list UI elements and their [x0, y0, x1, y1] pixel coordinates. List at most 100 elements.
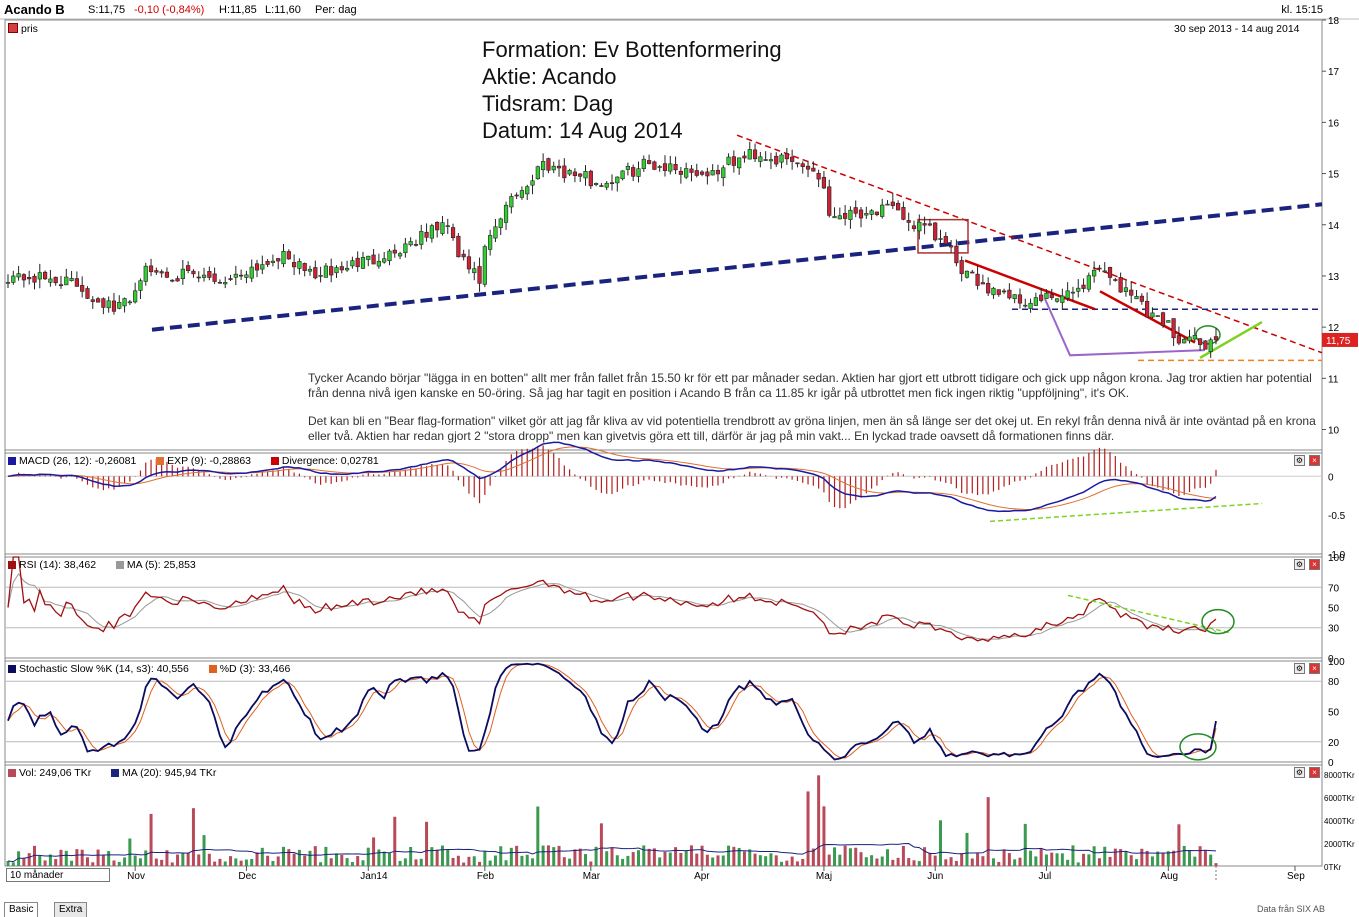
- candle: [196, 276, 201, 279]
- volume-bar: [605, 851, 609, 866]
- price-tick-label: 14: [1328, 221, 1340, 232]
- stoch-k-line: [7, 662, 1217, 761]
- candle: [58, 284, 64, 287]
- candle: [562, 165, 567, 179]
- volume-bar: [965, 832, 969, 866]
- volume-bar: [440, 845, 444, 866]
- candle: [747, 149, 752, 160]
- header-bar: Acando B S:11,75 -0,10 (-0,84%) H:11,85 …: [0, 0, 1359, 20]
- candle: [313, 267, 318, 279]
- candle: [424, 231, 429, 238]
- period-selector[interactable]: 10 månader: [6, 868, 110, 882]
- candle: [694, 170, 699, 176]
- volume-bar: [393, 816, 397, 866]
- volume-bar: [308, 850, 312, 866]
- candle: [85, 288, 90, 299]
- candle: [917, 221, 922, 232]
- candle: [350, 260, 355, 267]
- low-price: L:11,60: [265, 4, 301, 16]
- tab-basic[interactable]: Basic: [4, 902, 39, 917]
- volume-bar: [843, 845, 847, 866]
- rsi-close-icon[interactable]: ×: [1309, 559, 1320, 570]
- annotation-date: Datum: 14 Aug 2014: [482, 118, 683, 143]
- volume-bar: [658, 857, 662, 866]
- candle: [646, 160, 652, 164]
- volume-bar: [446, 849, 450, 866]
- volume-bar: [509, 847, 513, 866]
- candle: [763, 159, 768, 161]
- vol-settings-icon[interactable]: ⚙: [1294, 767, 1305, 778]
- candle: [1033, 297, 1038, 306]
- analysis-note: Tycker Acando börjar "lägga in en botten…: [308, 371, 1318, 457]
- candle: [323, 265, 328, 278]
- volume-bar: [679, 853, 683, 866]
- volume-bar: [1161, 852, 1165, 866]
- volume-bar: [838, 854, 842, 866]
- candle: [339, 266, 344, 271]
- candle: [911, 225, 917, 229]
- candle: [344, 267, 350, 271]
- volume-bar: [387, 853, 391, 866]
- volume-bar: [1071, 845, 1075, 866]
- volume-bar: [848, 848, 852, 866]
- macd-settings-icon[interactable]: ⚙: [1294, 455, 1305, 466]
- volume-bar: [981, 856, 985, 866]
- stoch-circle: [1179, 733, 1217, 761]
- volume-bar: [1039, 848, 1043, 866]
- volume-bar: [191, 808, 195, 866]
- candle: [858, 209, 864, 219]
- candle: [837, 215, 842, 220]
- candle: [604, 182, 609, 188]
- candle: [371, 254, 376, 265]
- volume-bar: [303, 855, 307, 866]
- price-tick-label: 15: [1328, 170, 1340, 181]
- volume-bar: [27, 853, 31, 866]
- volume-bar: [599, 823, 603, 866]
- volume-bar: [1182, 845, 1186, 866]
- candle: [1092, 269, 1097, 277]
- candle: [440, 222, 445, 234]
- volume-bar: [478, 861, 482, 866]
- volume-bar: [1087, 854, 1091, 866]
- candle: [853, 207, 858, 214]
- volume-bar: [753, 853, 757, 866]
- candle: [827, 186, 832, 216]
- stoch-close-icon[interactable]: ×: [1309, 663, 1320, 674]
- time-tick-label: Feb: [477, 871, 495, 882]
- candle: [535, 166, 540, 180]
- tab-extra[interactable]: Extra: [54, 902, 88, 917]
- vol-ma-label: MA (20): 945,94 TKr: [122, 767, 217, 779]
- candle: [1182, 338, 1187, 344]
- volume-bar: [1076, 862, 1080, 866]
- volume-bar: [462, 862, 466, 866]
- volume-bar: [319, 862, 323, 866]
- vol-close-icon[interactable]: ×: [1309, 767, 1320, 778]
- candle: [1007, 289, 1012, 299]
- rsi-settings-icon[interactable]: ⚙: [1294, 559, 1305, 570]
- candle: [1023, 304, 1028, 307]
- volume-bar: [48, 854, 52, 866]
- candle: [885, 203, 890, 206]
- rsi-swatch: [8, 561, 16, 569]
- candle: [1198, 338, 1203, 345]
- volume-bar: [419, 858, 423, 866]
- volume-bar: [854, 847, 858, 866]
- candle: [1113, 279, 1118, 281]
- volume-bar: [536, 806, 540, 866]
- volume-bar: [727, 845, 731, 866]
- volume-bar: [1029, 850, 1033, 866]
- candle: [721, 167, 726, 179]
- rsi-line: [7, 556, 1217, 642]
- stoch-settings-icon[interactable]: ⚙: [1294, 663, 1305, 674]
- candle: [201, 274, 207, 278]
- volume-bar: [642, 845, 646, 866]
- macd-close-icon[interactable]: ×: [1309, 455, 1320, 466]
- candle: [551, 165, 556, 171]
- candle: [1134, 296, 1139, 300]
- volume-bar: [54, 859, 58, 866]
- volume-bar: [255, 852, 259, 866]
- candle: [1171, 318, 1176, 339]
- candle: [1049, 294, 1054, 298]
- time-tick-label: Maj: [816, 871, 832, 882]
- volume-ma-line: [7, 843, 1217, 863]
